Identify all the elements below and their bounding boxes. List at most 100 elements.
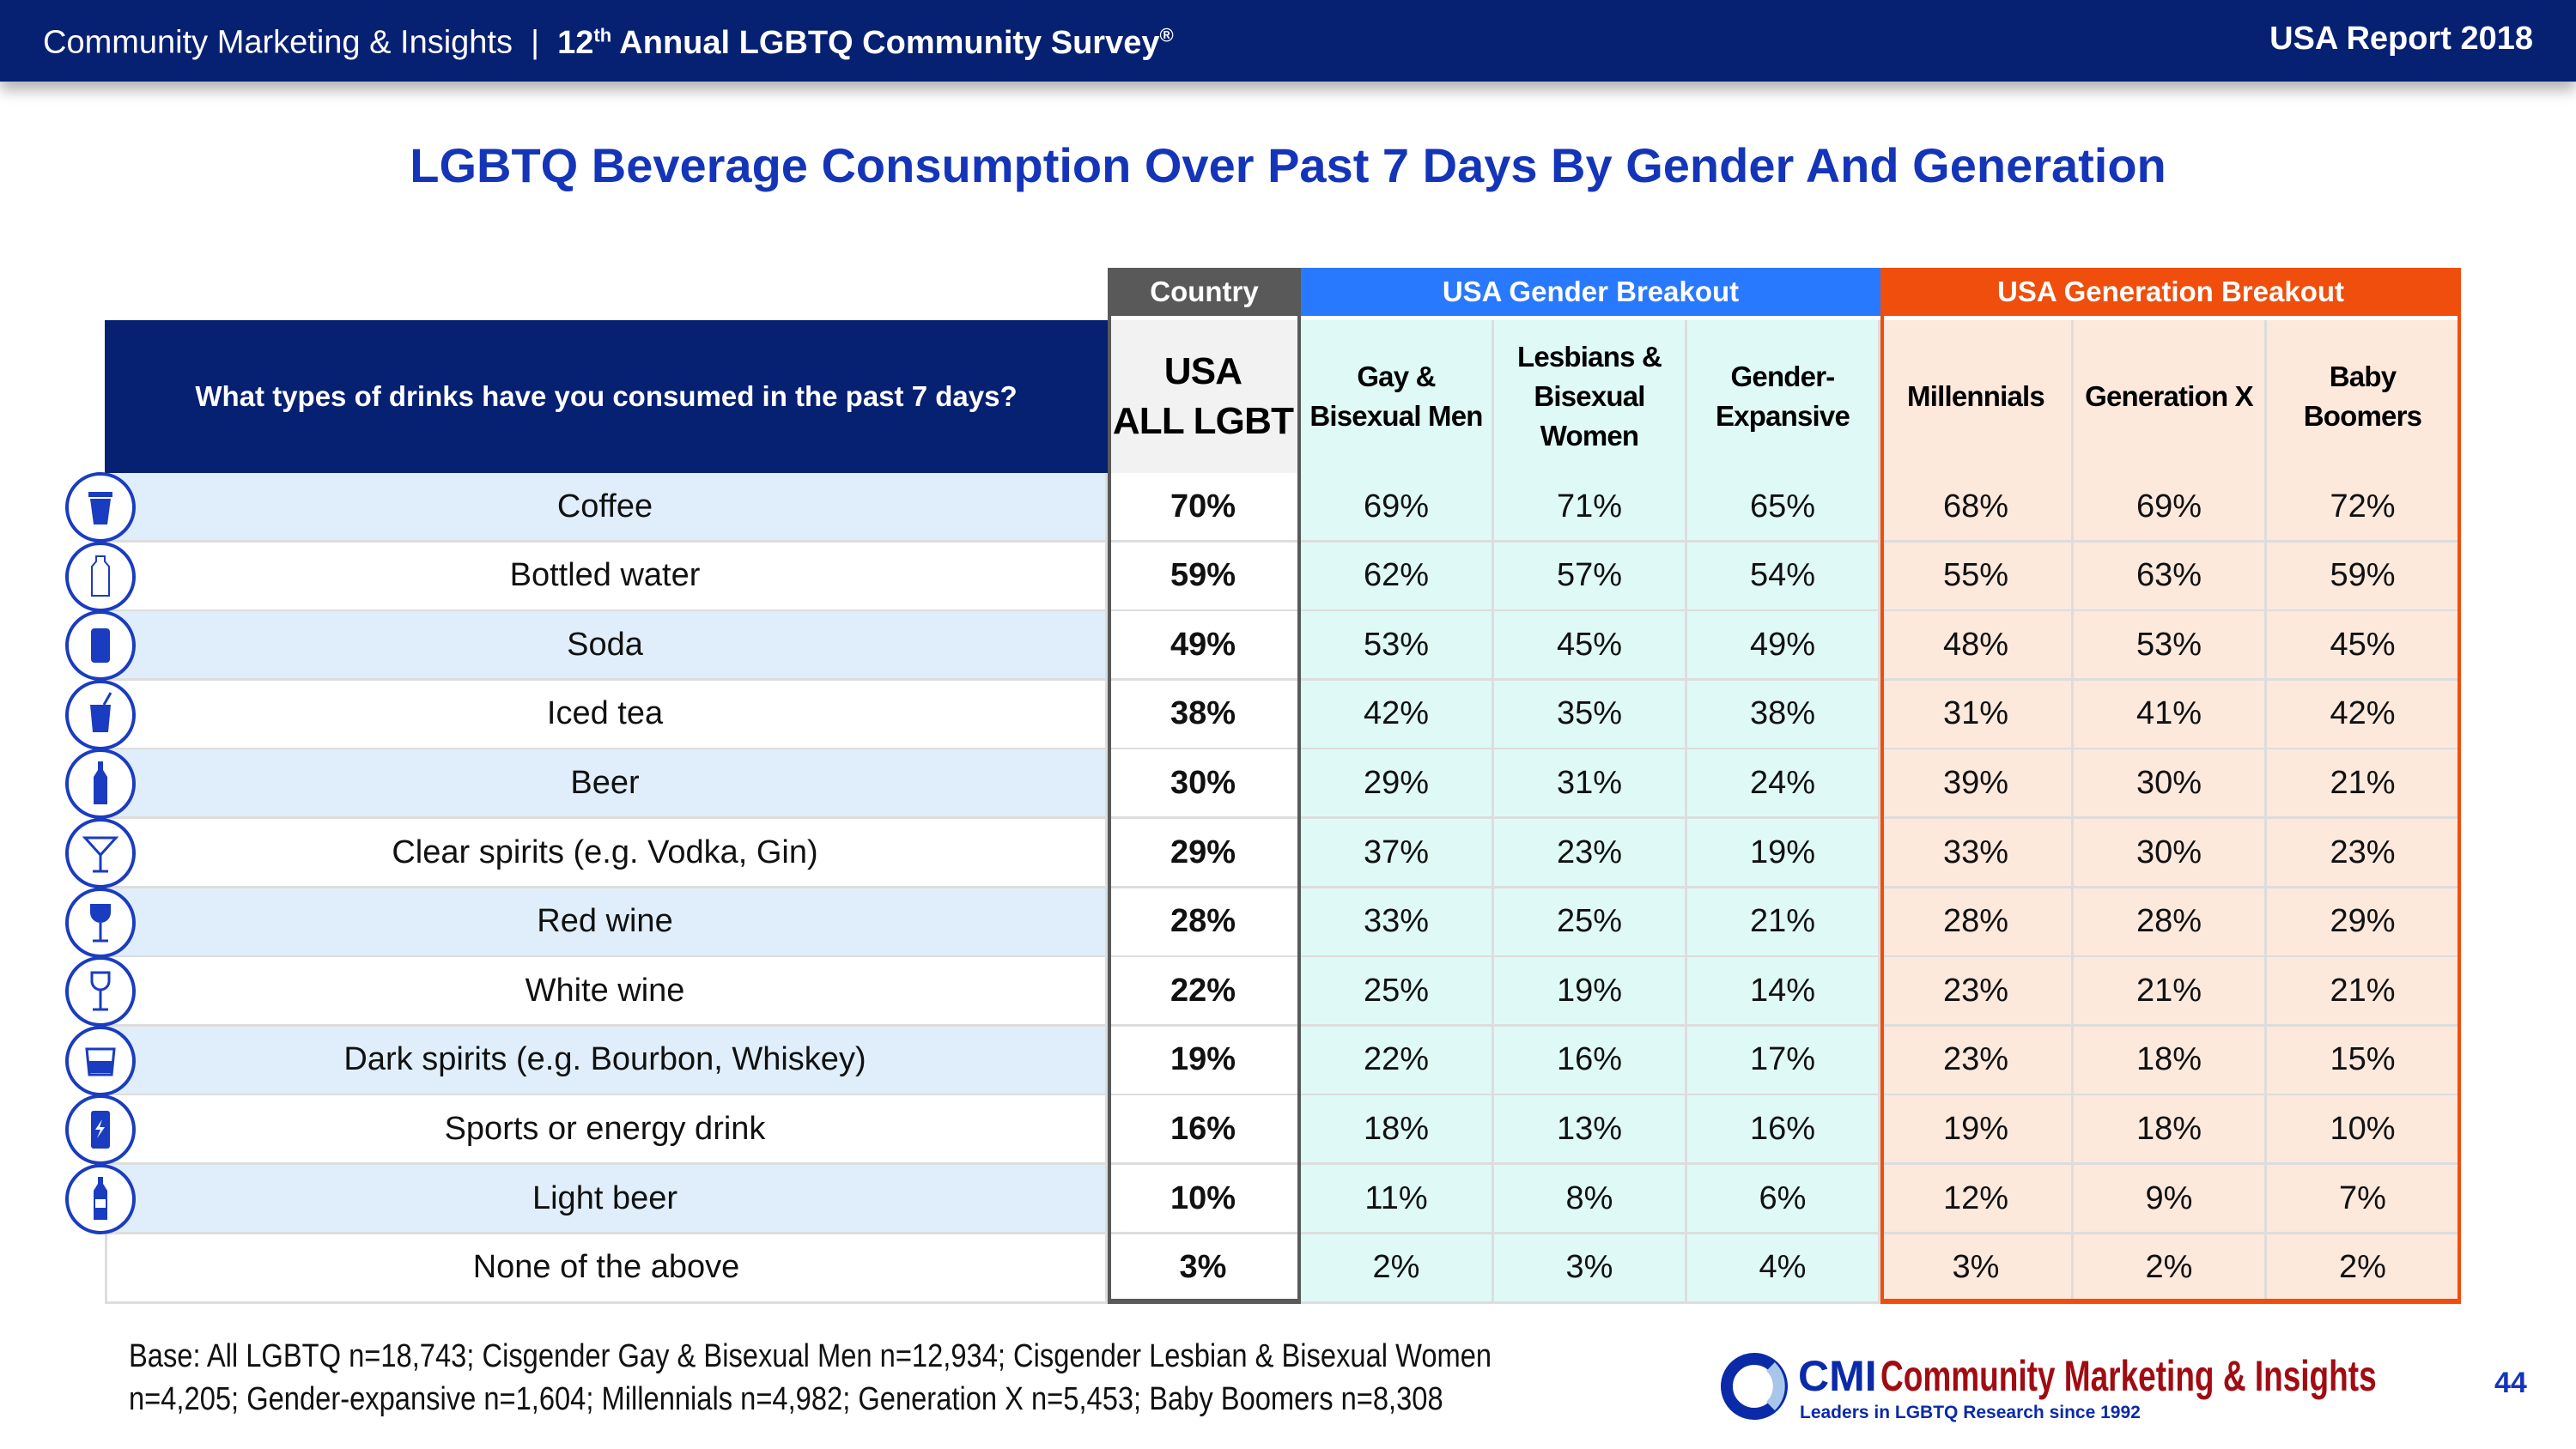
value-cell: 21% — [1687, 888, 1880, 958]
row-label: Clear spirits (e.g. Vodka, Gin) — [105, 819, 1108, 888]
table-row: Sports or energy drink 16% 18% 13% 16% 19% 18%… — [105, 1095, 2461, 1166]
value-cell: 59% — [2267, 542, 2461, 612]
value-cell: 3% — [1494, 1234, 1687, 1304]
column-header-line: Gay & — [1357, 361, 1436, 392]
value-cell: 30% — [2074, 819, 2267, 888]
value-cell: 42% — [1301, 680, 1494, 750]
value-cell: 18% — [2074, 1026, 2267, 1096]
value-cell: 7% — [2267, 1165, 2461, 1234]
table-row: Coffee 70% 69% 71% 65% 68% 69% 72% — [105, 473, 2461, 543]
value-cell: 31% — [1494, 749, 1687, 820]
value-cell: 2% — [2074, 1234, 2267, 1304]
value-cell: 71% — [1494, 473, 1687, 543]
column-header-line: Boomers — [2303, 400, 2422, 432]
column-header-line: Baby — [2329, 361, 2397, 392]
row-label: Soda — [105, 611, 1108, 682]
row-label: White wine — [105, 957, 1108, 1028]
column-header-line: Bisexual — [1534, 380, 1645, 412]
table-row: Light beer 10% 11% 8% 6% 12% 9% 7% — [105, 1165, 2461, 1234]
value-cell: 23% — [1494, 819, 1687, 888]
value-cell: 14% — [1687, 957, 1880, 1028]
value-cell: 10% — [2267, 1095, 2461, 1166]
value-cell: 13% — [1494, 1095, 1687, 1166]
value-cell: 70% — [1108, 473, 1301, 543]
table-row: Soda 49% 53% 45% 49% 48% 53% 45% — [105, 611, 2461, 682]
value-cell: 54% — [1687, 542, 1880, 612]
value-cell: 49% — [1108, 611, 1301, 682]
value-cell: 12% — [1880, 1165, 2074, 1234]
row-label: Sports or energy drink — [105, 1095, 1108, 1166]
value-cell: 33% — [1880, 819, 2074, 888]
water-bottle-icon — [65, 541, 136, 612]
value-cell: 28% — [1108, 888, 1301, 958]
value-cell: 38% — [1687, 680, 1880, 750]
value-cell: 2% — [1301, 1234, 1494, 1304]
column-header-line: ALL LGBT — [1112, 400, 1294, 442]
light-beer-icon — [65, 1164, 136, 1234]
column-header-line: Expansive — [1715, 400, 1850, 432]
row-label: Coffee — [105, 473, 1108, 543]
value-cell: 28% — [1880, 888, 2074, 958]
beer-bottle-icon — [65, 749, 136, 820]
value-cell: 53% — [2074, 611, 2267, 682]
table-row: Red wine 28% 33% 25% 21% 28% 28% 29% — [105, 888, 2461, 958]
column-header-line: Gender- — [1730, 361, 1836, 392]
value-cell: 65% — [1687, 473, 1880, 543]
column-header-line: Millennials — [1907, 380, 2045, 412]
value-cell: 45% — [1494, 611, 1687, 682]
row-label: Dark spirits (e.g. Bourbon, Whiskey) — [105, 1026, 1108, 1096]
value-cell: 19% — [1108, 1026, 1301, 1096]
value-cell: 39% — [1880, 749, 2074, 820]
value-cell: 68% — [1880, 473, 2074, 543]
logo-ring-icon — [1721, 1353, 1788, 1420]
value-cell: 15% — [2267, 1026, 2461, 1096]
value-cell: 69% — [2074, 473, 2267, 543]
value-cell: 35% — [1494, 680, 1687, 750]
value-cell: 19% — [1880, 1095, 2074, 1166]
value-cell: 8% — [1494, 1165, 1687, 1234]
report-label: USA Report 2018 — [2269, 21, 2533, 57]
row-label: Light beer — [105, 1165, 1108, 1234]
red-wine-glass-icon — [65, 887, 136, 958]
registered-mark: ® — [1159, 24, 1174, 45]
value-cell: 29% — [1301, 749, 1494, 820]
value-cell: 16% — [1494, 1026, 1687, 1096]
survey-title: 12th Annual LGBTQ Community Survey® — [557, 24, 1174, 61]
value-cell: 21% — [2267, 749, 2461, 820]
table-row: Bottled water 59% 62% 57% 54% 55% 63% 59% — [105, 542, 2461, 612]
column-header: Gender- Expansive — [1687, 320, 1880, 473]
column-header-line: Bisexual Men — [1309, 400, 1483, 432]
value-cell: 28% — [2074, 888, 2267, 958]
value-cell: 3% — [1880, 1234, 2074, 1304]
top-banner: Community Marketing & Insights | 12th An… — [0, 0, 2576, 82]
row-label: Beer — [105, 749, 1108, 820]
separator: | — [531, 24, 539, 61]
iced-tea-icon — [65, 679, 136, 750]
column-header: Gay & Bisexual Men — [1301, 320, 1494, 473]
value-cell: 55% — [1880, 542, 2074, 612]
table-row: Iced tea 38% 42% 35% 38% 31% 41% 42% — [105, 680, 2461, 750]
martini-glass-icon — [65, 818, 136, 888]
footnote-line-2: n=4,205; Gender-expansive n=1,604; Mille… — [129, 1381, 1443, 1417]
value-cell: 49% — [1687, 611, 1880, 682]
column-header: Lesbians & Bisexual Women — [1494, 320, 1687, 473]
group-gender: USA Gender Breakout — [1301, 268, 1880, 316]
value-cell: 59% — [1108, 542, 1301, 612]
value-cell: 63% — [2074, 542, 2267, 612]
survey-name: Annual LGBTQ Community Survey — [611, 24, 1160, 61]
survey-suffix: th — [593, 24, 612, 45]
brand-name: Community Marketing & Insights — [43, 24, 513, 61]
value-cell: 22% — [1301, 1026, 1494, 1096]
value-cell: 30% — [2074, 749, 2267, 820]
table-row: Beer 30% 29% 31% 24% 39% 30% 21% — [105, 749, 2461, 820]
value-cell: 33% — [1301, 888, 1494, 958]
column-header: Millennials — [1880, 320, 2074, 473]
energy-drink-icon — [65, 1094, 136, 1166]
value-cell: 25% — [1301, 957, 1494, 1028]
whiskey-glass-icon — [65, 1025, 136, 1096]
value-cell: 53% — [1301, 611, 1494, 682]
value-cell: 4% — [1687, 1234, 1880, 1304]
row-label: Red wine — [105, 888, 1108, 958]
column-header-line: Generation X — [2085, 380, 2254, 412]
survey-number: 12 — [557, 24, 594, 61]
